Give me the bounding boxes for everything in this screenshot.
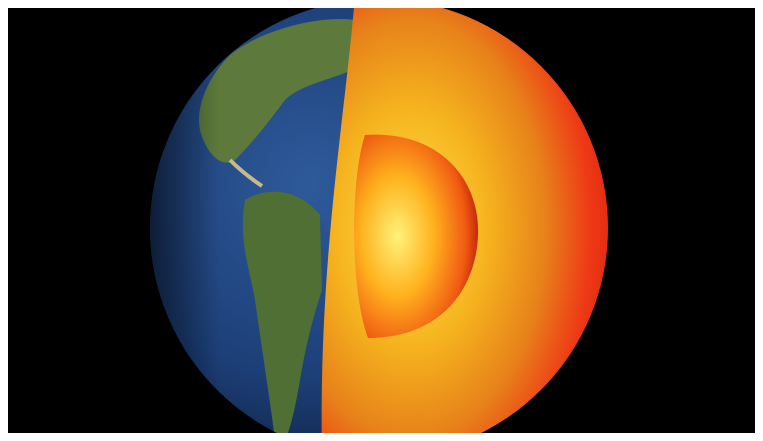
core	[354, 134, 479, 338]
